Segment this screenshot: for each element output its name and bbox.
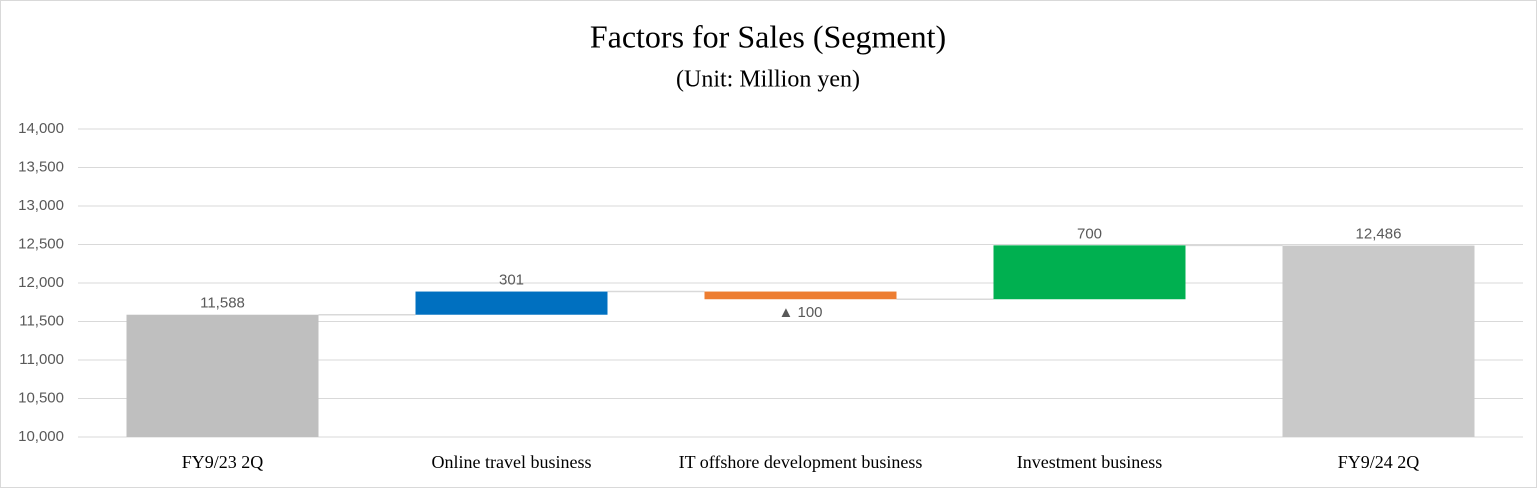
x-tick-label: IT offshore development business [679, 452, 923, 472]
chart-title: Factors for Sales (Segment) [590, 18, 946, 54]
bar [1282, 245, 1475, 437]
y-tick-label: 10,500 [18, 389, 64, 406]
y-tick-label: 13,500 [18, 158, 64, 175]
y-tick-label: 11,000 [19, 351, 64, 368]
x-tick-label: Investment business [1017, 452, 1163, 472]
chart-subtitle: (Unit: Million yen) [676, 67, 860, 93]
x-tick-label: FY9/23 2Q [182, 452, 264, 472]
bar [993, 245, 1186, 300]
data-label: 301 [499, 272, 524, 289]
y-tick-label: 12,500 [18, 235, 64, 252]
bar [415, 291, 608, 315]
data-label: ▲ 100 [778, 304, 822, 321]
x-tick-label: Online travel business [432, 452, 592, 472]
data-label: 700 [1077, 225, 1102, 242]
bar [704, 291, 897, 300]
y-tick-label: 11,500 [19, 312, 64, 329]
bar [126, 314, 319, 437]
y-tick-label: 13,000 [18, 197, 64, 214]
data-label: 11,588 [200, 295, 245, 312]
x-tick-label: FY9/24 2Q [1338, 452, 1420, 472]
y-tick-label: 10,000 [18, 428, 64, 445]
y-tick-label: 14,000 [18, 120, 64, 137]
y-tick-label: 12,000 [18, 274, 64, 291]
data-label: 12,486 [1356, 226, 1402, 243]
